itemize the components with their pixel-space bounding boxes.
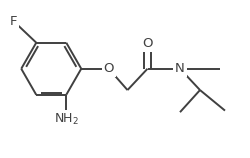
Text: O: O: [104, 62, 114, 75]
Text: NH$_2$: NH$_2$: [54, 112, 79, 127]
Text: N: N: [175, 62, 185, 75]
Text: O: O: [142, 37, 153, 50]
Text: F: F: [10, 15, 18, 28]
